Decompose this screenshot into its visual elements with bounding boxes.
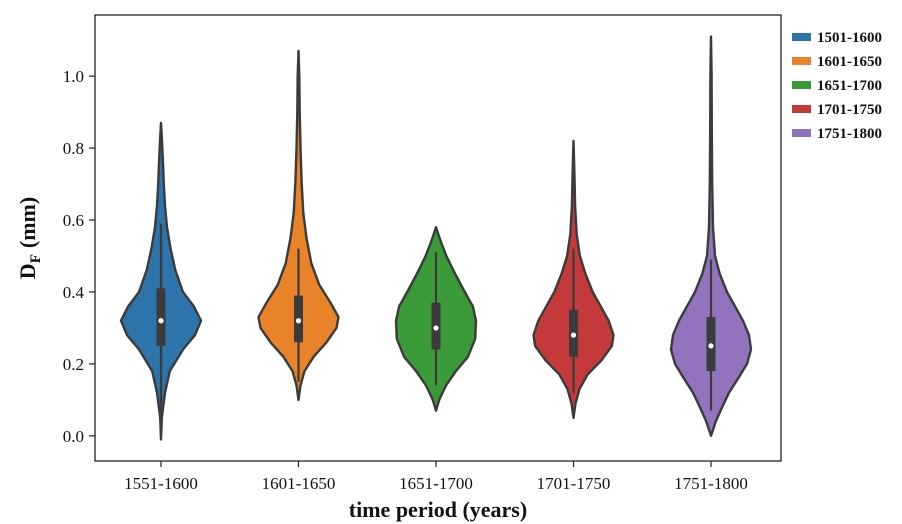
violin-1651-1700 (394, 226, 478, 412)
x-tick-label: 1601-1650 (262, 474, 336, 493)
median-marker (433, 325, 439, 331)
violins-group (119, 35, 753, 441)
y-axis-title-unit: (mm) (15, 197, 40, 248)
legend-label: 1751-1800 (817, 126, 882, 142)
y-tick-label: 0.2 (63, 355, 84, 374)
median-marker (158, 318, 164, 324)
legend-swatch (792, 105, 811, 113)
legend-swatch (792, 57, 811, 65)
median-marker (295, 318, 302, 324)
y-axis-title-subscript: F (28, 254, 44, 263)
violin-body (257, 49, 340, 402)
x-tick-label: 1651-1700 (399, 474, 473, 493)
legend-swatch (792, 81, 811, 89)
iqr-box (156, 288, 166, 346)
svg-text:DF(mm): DF (mm) (15, 197, 44, 279)
x-tick-label: 1701-1750 (537, 474, 611, 493)
violin-1551-1600 (119, 121, 203, 441)
legend-label: 1501-1600 (817, 30, 882, 46)
x-tick-label: 1551-1600 (124, 474, 198, 493)
x-tick-label: 1751-1800 (674, 474, 748, 493)
y-axis-title: DF (mm) (15, 197, 44, 279)
median-marker (570, 332, 577, 338)
y-axis-title-main: D (15, 263, 40, 279)
legend: 1501-1600 1601-1650 1651-1700 1701-1750 1751… (792, 30, 882, 142)
violin-1751-1800 (669, 35, 753, 437)
y-axis: 0.0 0.2 0.4 0.6 0.8 1.0 (63, 67, 95, 446)
y-tick-label: 0.6 (63, 211, 84, 230)
legend-label: 1651-1700 (817, 78, 882, 94)
y-tick-label: 1.0 (63, 67, 84, 86)
violin-body (669, 35, 753, 437)
median-marker (708, 343, 714, 349)
legend-swatch (792, 33, 811, 41)
y-tick-label: 0.0 (63, 427, 84, 446)
violin-1701-1750 (532, 139, 615, 419)
legend-label: 1601-1650 (817, 54, 882, 70)
plot-frame (94, 14, 782, 462)
violin-1601-1650 (257, 49, 340, 402)
x-axis-title: time period (years) (349, 497, 527, 522)
legend-label: 1701-1750 (817, 102, 882, 118)
x-axis: 1551-1600 1601-1650 1651-1700 1701-1750 1751… (124, 461, 748, 493)
y-tick-label: 0.8 (63, 139, 84, 158)
y-tick-label: 0.4 (63, 283, 85, 302)
legend-swatch (792, 129, 811, 137)
